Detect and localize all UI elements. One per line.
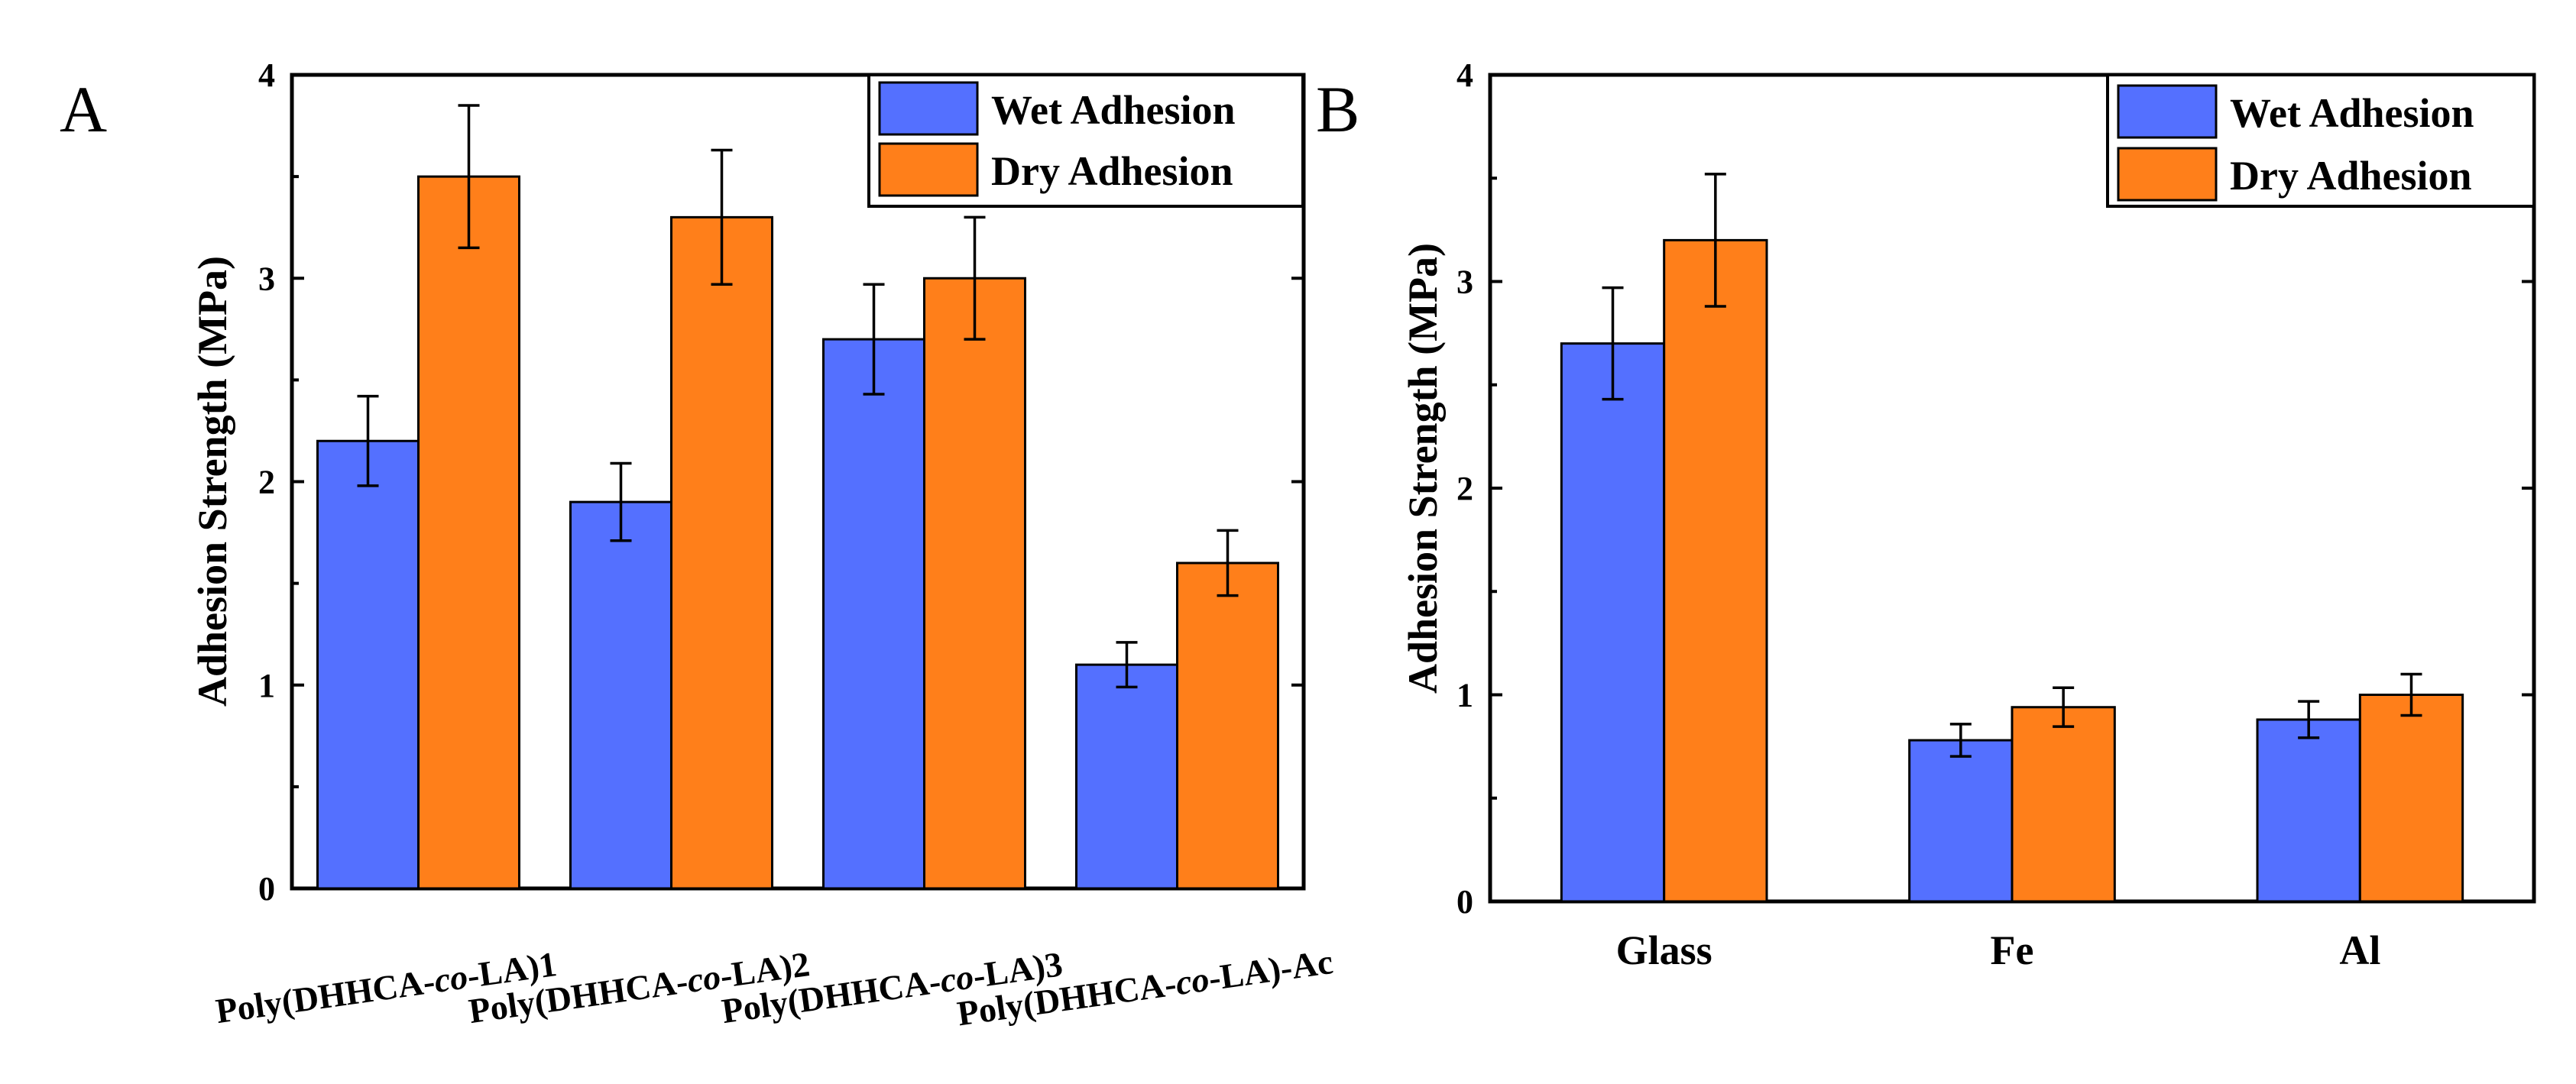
panel-b-legend-label-wet: Wet Adhesion — [2230, 90, 2474, 136]
panel-b-error-bar — [2298, 700, 2320, 739]
panel-a-bar-dry — [1176, 561, 1279, 890]
panel-a: A Adhesion Strength (MPa) 01234Poly(DHHC… — [60, 57, 1335, 1033]
panel-a-error-bar — [711, 148, 733, 286]
panel-b-error-bar — [1949, 723, 1972, 758]
panel-b-legend-swatch-dry — [2117, 147, 2218, 202]
panel-b-y-axis-title: Adhesion Strength (MPa) — [1400, 243, 1446, 694]
panel-b-error-bar — [2400, 672, 2422, 717]
panel-b-y-tick-label: 2 — [1456, 470, 1473, 507]
panel-a-error-bar — [1217, 529, 1239, 597]
panel-b-bar-dry — [1663, 238, 1768, 903]
panel-b: B Adhesion Strength (MPa) 0 1 2 3 4 Glass Fe Al… — [1316, 57, 2536, 973]
panel-a-error-bar — [863, 283, 885, 396]
panel-a-bar-dry — [417, 175, 520, 890]
panel-a-bar-wet — [1075, 663, 1178, 890]
panel-b-y-tick-label: 3 — [1456, 264, 1473, 301]
panel-b-x-tick-label: Fe — [1991, 927, 2034, 973]
panel-a-legend-label-dry: Dry Adhesion — [991, 148, 1233, 194]
panel-a-bar-dry — [670, 215, 773, 890]
panel-a-error-bar — [458, 104, 480, 250]
panel-a-label: A — [60, 73, 107, 146]
panel-a-bar-wet — [316, 439, 420, 890]
panel-a-y-tick-label: 0 — [258, 870, 275, 908]
panel-b-y-tick-label: 4 — [1456, 57, 1473, 94]
panel-a-legend-swatch-dry — [878, 142, 979, 197]
panel-b-label: B — [1316, 73, 1359, 146]
panel-a-y-tick-label: 2 — [258, 464, 275, 501]
panel-b-x-tick-label: Al — [2339, 927, 2380, 973]
panel-a-y-tick-label: 3 — [258, 260, 275, 297]
panel-a-error-bar — [610, 461, 632, 542]
panel-a-y-tick-label: 4 — [258, 57, 275, 94]
panel-b-bar-wet — [1908, 739, 2014, 903]
panel-b-error-bar — [1704, 173, 1726, 308]
panel-a-legend: Wet Adhesion Dry Adhesion — [867, 73, 1304, 208]
panel-a-plot-area: 01234Poly(DHHCA-co-LA)1Poly(DHHCA-co-LA)… — [213, 57, 1335, 1033]
panel-b-bar-dry — [2358, 694, 2464, 903]
panel-b-error-bar — [1602, 286, 1624, 401]
panel-b-legend: Wet Adhesion Dry Adhesion — [2106, 73, 2535, 208]
panel-b-bar-dry — [2011, 706, 2116, 903]
panel-a-error-bar — [357, 394, 379, 487]
panel-b-error-bar — [2053, 686, 2075, 728]
panel-b-legend-label-dry: Dry Adhesion — [2230, 153, 2472, 199]
panel-a-legend-swatch-wet — [878, 81, 979, 136]
panel-b-y-tick-label: 1 — [1456, 677, 1473, 714]
panel-a-y-tick-label: 1 — [258, 667, 275, 704]
panel-a-error-bar — [964, 215, 986, 341]
panel-b-legend-swatch-wet — [2117, 84, 2218, 139]
panel-b-y-tick-label: 0 — [1456, 883, 1473, 921]
panel-a-legend-label-wet: Wet Adhesion — [991, 87, 1236, 133]
panel-a-bar-wet — [569, 500, 672, 890]
panel-a-error-bar — [1116, 641, 1138, 689]
panel-b-x-tick-label: Glass — [1616, 927, 1712, 973]
panel-a-y-axis-title: Adhesion Strength (MPa) — [190, 256, 235, 707]
panel-b-bar-wet — [2256, 718, 2361, 903]
panel-b-bar-wet — [1560, 342, 1666, 903]
panel-a-bar-wet — [822, 338, 925, 890]
panel-a-bar-dry — [923, 277, 1026, 890]
panel-b-plot-area: 0 1 2 3 4 Glass Fe Al Wet Adhesion Dry Adhesion — [1456, 57, 2536, 973]
